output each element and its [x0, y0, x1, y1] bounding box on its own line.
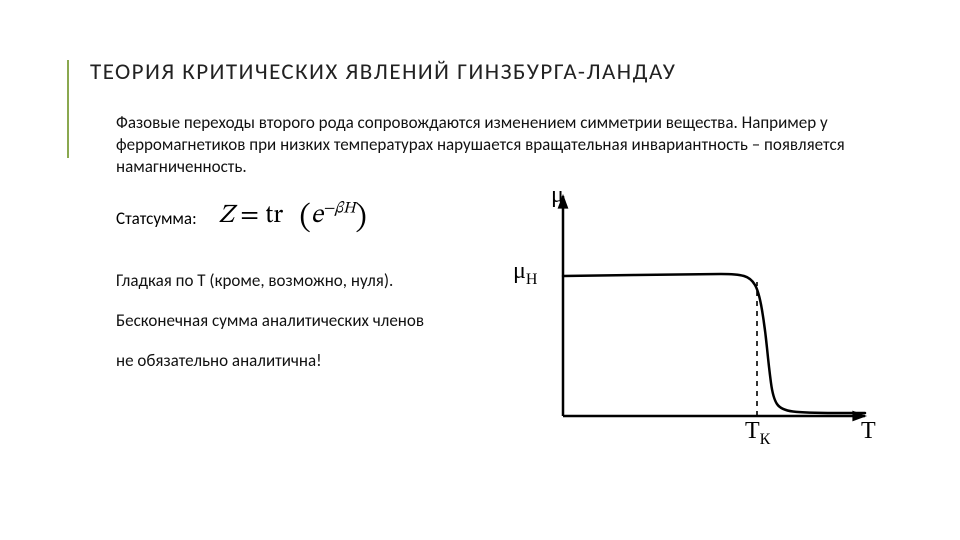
t-k-main: T — [745, 418, 760, 444]
x-tick-label: TК — [745, 418, 770, 449]
y-axis-label: μ — [551, 182, 564, 209]
partition-function-formula: Z = tr (e−βH) — [219, 198, 367, 238]
mu-h-sub: Н — [526, 271, 538, 288]
mu-h-main: μ — [513, 258, 526, 284]
formula-rparen: ) — [355, 202, 366, 234]
magnetization-chart: μ μН TК T — [505, 188, 885, 448]
intro-paragraph: Фазовые переходы второго рода сопровожда… — [116, 112, 876, 178]
y-tick-label: μН — [513, 258, 537, 289]
slide: ТЕОРИЯ КРИТИЧЕСКИХ ЯВЛЕНИЙ ГИНЗБУРГА-ЛАН… — [0, 0, 960, 540]
statsum-row: Статсумма: Z = tr (e−βH) — [116, 198, 367, 238]
chart-svg — [505, 188, 885, 448]
formula-Z: Z — [219, 203, 234, 229]
formula-eq: = — [240, 203, 259, 229]
slide-title: ТЕОРИЯ КРИТИЧЕСКИХ ЯВЛЕНИЙ ГИНЗБУРГА-ЛАН… — [90, 58, 676, 86]
statsum-label: Статсумма: — [116, 208, 197, 229]
formula-exponent: −βH — [323, 200, 355, 216]
not-analytic-text: не обязательно аналитична! — [116, 350, 496, 372]
formula-e: e — [311, 203, 323, 229]
smooth-text: Гладкая по T (кроме, возможно, нуля). — [116, 270, 496, 292]
t-k-sub: К — [760, 431, 771, 448]
formula-lparen: ( — [299, 202, 310, 234]
x-axis-label: T — [861, 418, 876, 445]
formula-tr: tr — [265, 203, 283, 229]
accent-bar — [67, 60, 69, 158]
infinite-sum-text: Бесконечная сумма аналитических членов — [116, 310, 496, 332]
